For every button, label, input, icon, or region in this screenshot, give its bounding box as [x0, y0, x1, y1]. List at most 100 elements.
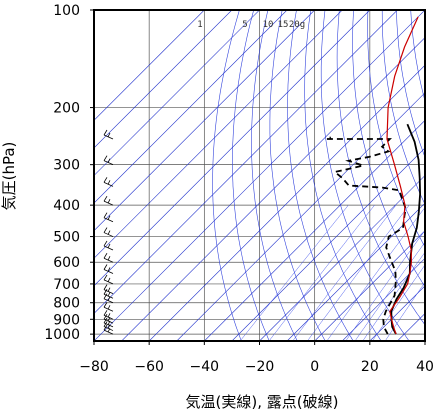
- wind-barb-staff: [103, 134, 114, 140]
- wind-barb-flag: [103, 317, 108, 324]
- isotherm-line: [204, 119, 425, 341]
- x-tick-label: −20: [245, 359, 275, 375]
- mixing-ratio-label: 5: [242, 20, 247, 30]
- isotherm-line: [121, 37, 425, 341]
- wind-barb-flag: [103, 264, 108, 270]
- mixing-ratio-layer: [240, 204, 425, 341]
- isotherm-line: [94, 10, 260, 176]
- isotherm-line: [176, 92, 425, 341]
- wind-barb-flag: [103, 195, 108, 202]
- wind-barb-flag: [103, 313, 108, 320]
- mixing-ratio-line: [354, 241, 425, 341]
- isotherm-line: [94, 10, 343, 259]
- dry-adiabat-line: [212, 10, 242, 341]
- wind-barb-staff: [103, 269, 114, 274]
- wind-barb-flag: [103, 293, 108, 299]
- mixing-ratio-line: [345, 230, 425, 341]
- x-tick-label: 20: [361, 359, 379, 375]
- isotherm-line: [94, 10, 205, 121]
- dry-adiabat-line: [396, 10, 425, 159]
- wind-barb-staff: [103, 306, 114, 312]
- wind-barb-flag: [107, 267, 111, 272]
- y-axis-title: 気圧(hPa): [0, 142, 18, 211]
- wind-barb-staff: [103, 279, 114, 285]
- wind-barb-flag: [103, 240, 108, 247]
- dry-adiabat-line: [367, 10, 425, 248]
- dry-adiabat-line: [304, 10, 382, 341]
- x-tick-label: 0: [310, 359, 319, 375]
- wind-barb-flag: [107, 296, 111, 301]
- y-tick-label: 800: [53, 296, 80, 312]
- mixing-ratio-line: [240, 204, 349, 341]
- isotherm-line: [94, 10, 288, 204]
- mixing-ratio-label: 10: [263, 20, 274, 30]
- wind-barb-flag: [107, 198, 111, 204]
- dry-adiabat-line: [232, 10, 270, 341]
- wind-barb-staff: [103, 232, 114, 237]
- wind-barb-staff: [103, 181, 114, 187]
- y-tick-label: 900: [53, 312, 80, 328]
- mixing-ratio-label: 15: [278, 20, 289, 30]
- wind-barb-staff: [103, 245, 114, 251]
- wind-barb-staff: [103, 298, 114, 304]
- wind-barb-flag: [107, 243, 111, 249]
- isotherm-line: [259, 175, 425, 341]
- wind-barb-flag: [103, 284, 108, 290]
- x-tick-label: 40: [416, 359, 434, 375]
- wind-barb-flag: [107, 292, 111, 297]
- wind-barb-staff: [103, 289, 114, 295]
- y-tick-label: 1000: [44, 327, 80, 343]
- x-tick-label: −60: [134, 359, 164, 375]
- wind-barb-flag: [103, 227, 108, 233]
- x-tick-label: −80: [79, 359, 109, 375]
- y-tick-label: 500: [53, 230, 80, 246]
- y-tick-label: 600: [53, 255, 80, 271]
- wind-barb-staff: [103, 322, 114, 328]
- wind-barb-staff: [103, 329, 114, 335]
- wind-barb-layer: [103, 129, 114, 335]
- y-tick-label: 700: [53, 277, 80, 293]
- wind-barb-staff: [103, 217, 114, 223]
- wind-barb-flag: [103, 302, 108, 308]
- isotherm-line: [286, 202, 425, 341]
- dry-adiabat-line: [287, 10, 354, 341]
- isotherm-line: [94, 10, 425, 341]
- wind-barb-flag: [107, 313, 111, 318]
- wind-barb-flag: [107, 287, 111, 292]
- wind-barb-flag: [103, 177, 108, 183]
- wind-barb-flag: [103, 321, 108, 327]
- wind-barb-flag: [107, 158, 111, 163]
- y-tick-label: 300: [53, 158, 80, 174]
- mixing-ratio-line: [268, 204, 375, 341]
- wind-barb-flag: [107, 230, 111, 235]
- wind-barb-flag: [107, 180, 111, 185]
- wind-barb-flag: [107, 215, 111, 220]
- isotherm-line: [342, 257, 425, 341]
- wind-barb-staff: [103, 318, 114, 324]
- isotherm-line: [94, 10, 315, 232]
- mixing-ratio-line: [326, 206, 425, 341]
- x-axis-title: 気温(実線), 露点(破線): [186, 393, 339, 411]
- y-tick-label: 400: [53, 198, 80, 214]
- wind-barb-flag: [107, 132, 111, 138]
- wind-barb-flag: [103, 155, 108, 161]
- isotherm-line: [314, 230, 425, 341]
- wind-barb-flag: [103, 129, 108, 136]
- x-tick-label: −40: [190, 359, 220, 375]
- series-layer: [326, 16, 422, 335]
- wind-barb-flag: [107, 256, 111, 261]
- mixing-ratio-label: 20g: [289, 20, 305, 30]
- mixing-ratio-label: 1: [197, 20, 202, 30]
- parcel-line: [386, 16, 419, 335]
- wind-barb-staff: [103, 293, 114, 299]
- dry-adiabat-line: [352, 10, 425, 288]
- isotherm-line: [94, 10, 233, 149]
- wind-barb-staff: [103, 160, 114, 166]
- wind-barb-flag: [107, 277, 111, 283]
- wind-barb-flag: [103, 289, 108, 295]
- y-tick-label: 200: [53, 101, 80, 117]
- wind-barb-staff: [103, 314, 114, 320]
- wind-barb-flag: [103, 310, 108, 316]
- isotherm-line: [94, 10, 398, 314]
